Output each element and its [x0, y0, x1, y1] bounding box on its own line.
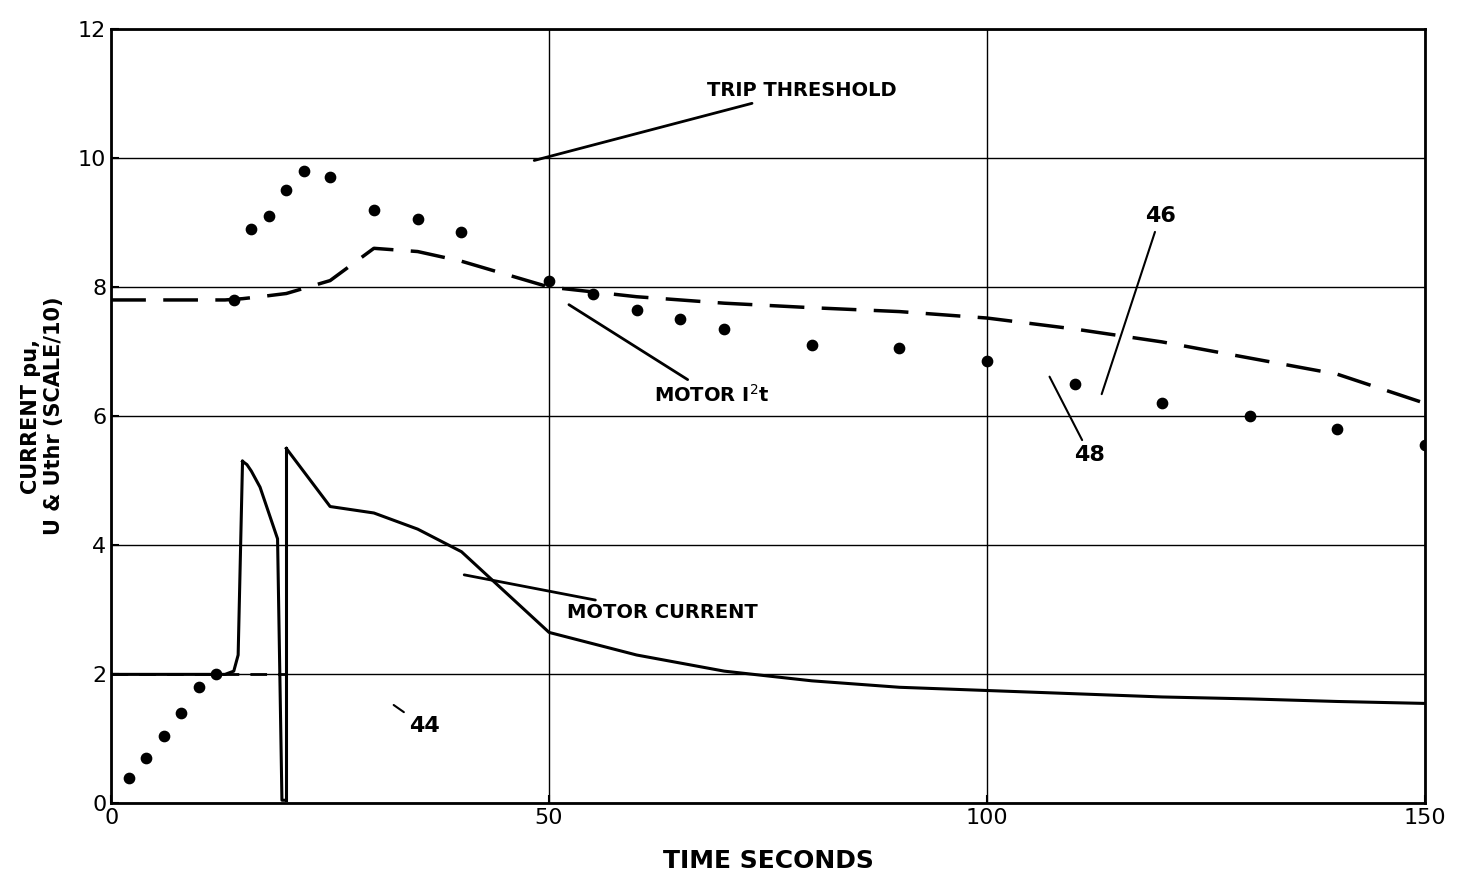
- Point: [625, 302, 648, 316]
- Point: [450, 225, 474, 240]
- Point: [186, 680, 210, 695]
- Point: [204, 667, 227, 681]
- Point: [406, 212, 430, 226]
- Text: TRIP THRESHOLD: TRIP THRESHOLD: [534, 80, 896, 160]
- Point: [888, 342, 911, 356]
- Point: [1062, 376, 1086, 391]
- Point: [581, 286, 604, 300]
- Text: 46: 46: [1102, 207, 1175, 394]
- Point: [1413, 438, 1436, 452]
- Point: [800, 338, 823, 352]
- Point: [292, 164, 315, 178]
- Point: [976, 354, 999, 368]
- Point: [170, 706, 194, 721]
- Point: [362, 202, 386, 216]
- Text: MOTOR CURRENT: MOTOR CURRENT: [464, 575, 757, 622]
- Point: [257, 209, 280, 224]
- Point: [153, 729, 176, 743]
- Point: [669, 312, 692, 326]
- Point: [1238, 409, 1262, 423]
- Y-axis label: CURRENT pu,
U & Uthr (SCALE/10): CURRENT pu, U & Uthr (SCALE/10): [21, 297, 65, 536]
- X-axis label: TIME SECONDS: TIME SECONDS: [663, 849, 873, 873]
- Text: 44: 44: [393, 705, 440, 737]
- Point: [239, 222, 263, 236]
- Point: [1150, 396, 1174, 410]
- Text: 48: 48: [1049, 376, 1106, 466]
- Point: [318, 170, 342, 184]
- Point: [713, 322, 736, 336]
- Text: MOTOR I$^2$t: MOTOR I$^2$t: [569, 305, 769, 406]
- Point: [537, 274, 560, 288]
- Point: [1326, 422, 1350, 436]
- Point: [117, 771, 141, 785]
- Point: [135, 751, 158, 765]
- Point: [274, 183, 298, 198]
- Point: [222, 293, 245, 308]
